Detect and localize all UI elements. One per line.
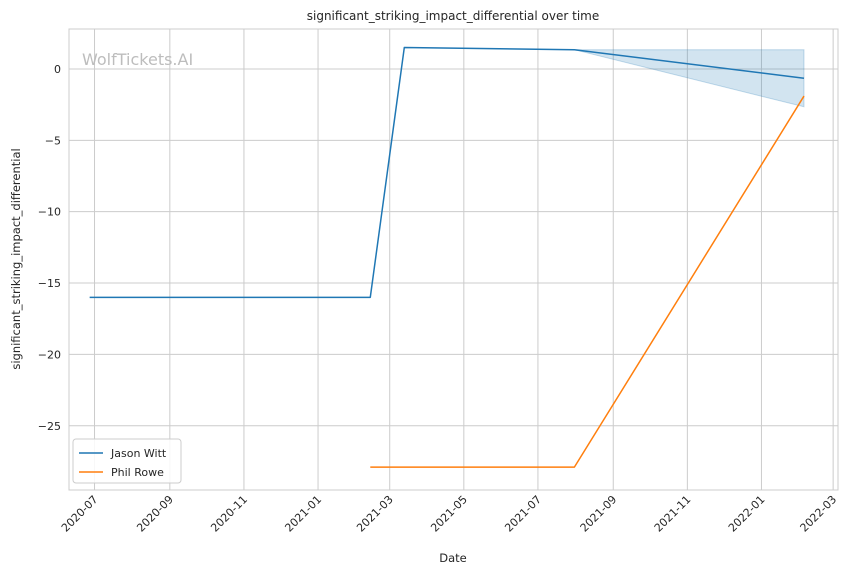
y-axis-title: significant_striking_impact_differential (9, 148, 23, 369)
x-axis-title: Date (439, 551, 467, 565)
x-tick-label: 2020-09 (134, 493, 176, 535)
legend-label-phil-rowe: Phil Rowe (111, 466, 164, 479)
watermark: WolfTickets.AI (82, 50, 193, 69)
x-tick-label: 2020-07 (59, 493, 101, 535)
grid (69, 29, 838, 490)
y-tick-label: −15 (38, 277, 61, 290)
x-tick-label: 2021-03 (354, 493, 396, 535)
legend-label-jason-witt: Jason Witt (110, 447, 167, 460)
legend: Jason Witt Phil Rowe (72, 438, 182, 484)
y-tick-label: 0 (54, 63, 61, 76)
x-tick-label: 2021-07 (502, 493, 544, 535)
x-tick-label: 2021-05 (428, 493, 470, 535)
x-tick-label: 2020-11 (208, 493, 250, 535)
x-tick-label: 2021-11 (652, 493, 694, 535)
plot-area (68, 28, 839, 491)
series-line-1 (370, 95, 805, 468)
y-tick-labels: 0 −5 −10 −15 −20 −25 (38, 63, 61, 433)
series-line-0 (89, 46, 805, 299)
x-tick-label: 2022-01 (726, 493, 768, 535)
x-tick-label: 2022-03 (798, 493, 840, 535)
x-tick-label: 2021-01 (282, 493, 324, 535)
chart-title: significant_striking_impact_differential… (307, 9, 599, 23)
x-tick-label: 2021-09 (578, 493, 620, 535)
y-tick-label: −5 (45, 134, 61, 147)
y-tick-label: −20 (38, 348, 61, 361)
y-tick-label: −10 (38, 206, 61, 219)
y-tick-label: −25 (38, 420, 61, 433)
x-tick-labels: 2020-07 2020-09 2020-11 2021-01 2021-03 2021-… (59, 493, 839, 535)
series-lines (89, 46, 805, 468)
